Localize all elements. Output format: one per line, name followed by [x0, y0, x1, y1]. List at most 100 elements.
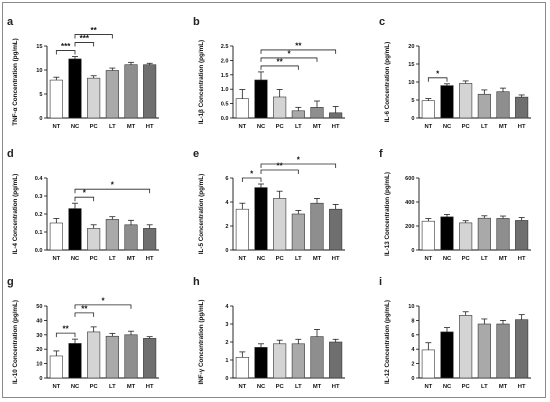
panel-g: g IL-10 Concentration (pg/mL) 0 10 20 30 40 50 N… — [7, 276, 159, 390]
y-tick-label: 2.0 — [221, 58, 229, 64]
panel-label: e — [193, 148, 199, 160]
bar-pc — [87, 331, 101, 379]
y-tick-label: 15 — [408, 62, 414, 68]
panel-label: i — [379, 276, 382, 288]
x-tick-label: NT — [238, 124, 246, 130]
significance-bracket — [260, 65, 299, 70]
bar-ht — [329, 341, 343, 379]
y-axis-label: TNF-α Concentration (pg/mL) — [12, 38, 19, 125]
panel-d: d IL-4 Concentration (pg/mL) 0.0 0.1 0.2 0.3 0… — [7, 148, 159, 262]
x-tick-label: NT — [52, 256, 60, 262]
bar-lt — [105, 70, 119, 119]
bar-nt — [235, 98, 249, 119]
bar-nt — [235, 356, 249, 379]
x-tick-label: NC — [443, 256, 452, 262]
y-tick-label: 0 — [39, 116, 42, 122]
x-tick-label: PC — [90, 384, 99, 390]
y-tick-label: 0.0 — [221, 116, 229, 122]
panel-b: b IL-1β Concentration (pg/mL) 0.0 0.5 1.0 1.5… — [193, 16, 345, 130]
x-tick-label: NC — [257, 384, 266, 390]
y-tick-label: 6 — [225, 176, 228, 182]
x-tick-label: MT — [499, 256, 508, 262]
bar-nt — [421, 349, 435, 379]
y-tick-label: 0 — [411, 248, 414, 254]
x-tick-label: PC — [462, 124, 471, 130]
y-tick-label: 15 — [36, 44, 42, 50]
y-tick-label: 10 — [408, 304, 414, 310]
y-axis-label: INF-γ Concentration (pg/mL) — [198, 299, 205, 384]
bar-nc — [440, 216, 454, 251]
bar-nt — [49, 222, 63, 251]
significance-label: ** — [81, 304, 88, 313]
y-tick-label: 1.5 — [221, 73, 229, 79]
x-tick-label: PC — [462, 256, 471, 262]
bar-ht — [515, 319, 529, 379]
significance-label: *** — [61, 42, 71, 51]
y-tick-label: 3 — [225, 322, 228, 328]
bar-lt — [477, 323, 491, 379]
y-tick-label: 400 — [405, 200, 414, 206]
panel-label: a — [7, 16, 14, 28]
x-tick-label: MT — [499, 384, 508, 390]
bar-ht — [143, 228, 157, 251]
bar-nc — [254, 347, 268, 379]
bar-nc — [440, 85, 454, 119]
significance-bracket — [260, 57, 318, 62]
y-axis-label: IL-1β Concentration (pg/mL) — [198, 40, 205, 124]
significance-bracket — [260, 163, 337, 168]
y-tick-label: 0.5 — [221, 102, 229, 108]
y-tick-label: 1 — [225, 358, 228, 364]
x-tick-label: NT — [238, 256, 246, 262]
bar-ht — [515, 96, 529, 119]
x-tick-label: LT — [109, 256, 116, 262]
y-tick-label: 0 — [225, 248, 228, 254]
bar-ht — [143, 64, 157, 119]
x-tick-label: HT — [146, 124, 154, 130]
y-tick-label: 2 — [225, 224, 228, 230]
bar-lt — [477, 217, 491, 251]
x-tick-label: HT — [332, 384, 340, 390]
significance-label: ** — [91, 26, 98, 35]
significance-label: ** — [277, 57, 284, 66]
x-tick-label: NT — [238, 384, 246, 390]
panel-label: c — [379, 16, 385, 28]
x-tick-label: PC — [276, 124, 285, 130]
x-tick-label: PC — [276, 256, 285, 262]
bar-nc — [440, 331, 454, 379]
x-tick-label: HT — [146, 256, 154, 262]
x-tick-label: NT — [52, 124, 60, 130]
panel-h: h INF-γ Concentration (pg/mL) 0 1 2 3 4 NT NC PC L… — [193, 276, 345, 390]
y-tick-label: 20 — [408, 44, 414, 50]
bar-nc — [68, 208, 82, 251]
x-tick-label: HT — [332, 124, 340, 130]
significance-bracket — [427, 77, 448, 82]
bar-pc — [273, 198, 287, 251]
y-tick-label: 10 — [36, 362, 42, 368]
panel-label: g — [7, 276, 14, 288]
y-tick-label: 30 — [36, 333, 42, 339]
bar-mt — [496, 323, 510, 379]
bar-mt — [496, 91, 510, 119]
bar-pc — [459, 222, 473, 251]
x-tick-label: NT — [424, 124, 432, 130]
x-tick-label: LT — [295, 256, 302, 262]
x-tick-label: MT — [127, 384, 136, 390]
significance-label: ** — [277, 162, 284, 171]
x-tick-label: PC — [462, 384, 471, 390]
y-tick-label: 20 — [36, 347, 42, 353]
x-tick-label: PC — [90, 256, 99, 262]
bar-pc — [459, 315, 473, 379]
significance-bracket — [260, 49, 337, 54]
x-tick-label: LT — [295, 384, 302, 390]
significance-label: * — [297, 156, 301, 165]
y-tick-label: 2 — [225, 340, 228, 346]
bar-nc — [254, 79, 268, 119]
y-tick-label: 10 — [408, 80, 414, 86]
significance-bracket — [74, 188, 151, 194]
significance-label: * — [436, 69, 440, 78]
x-tick-label: LT — [481, 124, 488, 130]
bar-pc — [273, 96, 287, 119]
bar-mt — [124, 224, 138, 251]
significance-bracket — [74, 304, 132, 309]
x-tick-label: NC — [71, 256, 80, 262]
